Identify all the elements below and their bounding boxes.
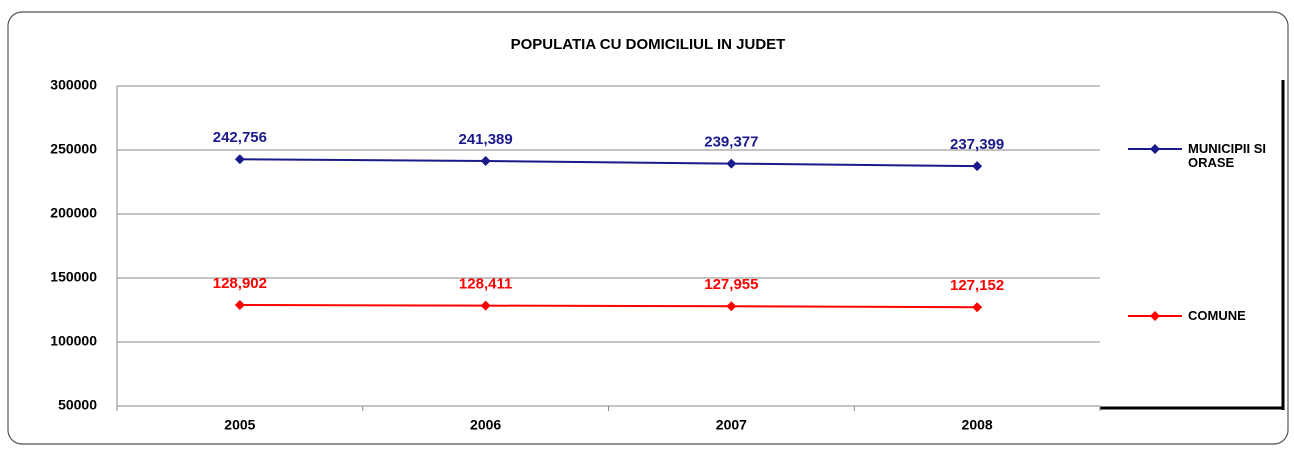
legend-marker bbox=[1150, 311, 1160, 321]
point bbox=[234, 154, 245, 165]
y-tick-label: 250000 bbox=[50, 141, 97, 157]
y-tick-label: 200000 bbox=[50, 205, 97, 221]
y-tick-label: 50000 bbox=[58, 397, 97, 413]
value-label: 242,756 bbox=[213, 129, 267, 146]
point bbox=[972, 161, 983, 172]
point bbox=[234, 300, 245, 311]
value-label: 239,377 bbox=[704, 134, 758, 151]
legend-label: COMUNE bbox=[1188, 308, 1246, 323]
chart-title: POPULATIA CU DOMICILIUL IN JUDET bbox=[511, 36, 786, 53]
series-line bbox=[239, 158, 978, 168]
x-tick-label: 2006 bbox=[470, 417, 501, 433]
x-tick-label: 2007 bbox=[716, 417, 747, 433]
series-line bbox=[239, 304, 978, 309]
legend-label: MUNICIPII SI ORASE bbox=[1188, 141, 1267, 170]
x-tick-label: 2005 bbox=[224, 417, 255, 433]
legend-marker bbox=[1150, 144, 1160, 154]
x-tick-label: 2008 bbox=[962, 417, 993, 433]
value-label: 128,411 bbox=[459, 276, 512, 293]
y-tick-label: 300000 bbox=[50, 77, 97, 93]
value-label: 241,389 bbox=[459, 131, 513, 148]
value-label: 237,399 bbox=[950, 136, 1004, 153]
point bbox=[726, 158, 737, 169]
y-tick-label: 100000 bbox=[50, 333, 97, 349]
point bbox=[972, 302, 983, 313]
point bbox=[726, 301, 737, 312]
value-label: 128,902 bbox=[213, 275, 267, 292]
point bbox=[480, 300, 491, 311]
point bbox=[480, 156, 491, 167]
chart-frame bbox=[7, 11, 1289, 445]
y-tick-label: 150000 bbox=[50, 269, 97, 285]
value-label: 127,152 bbox=[950, 277, 1004, 294]
value-label: 127,955 bbox=[704, 276, 758, 293]
